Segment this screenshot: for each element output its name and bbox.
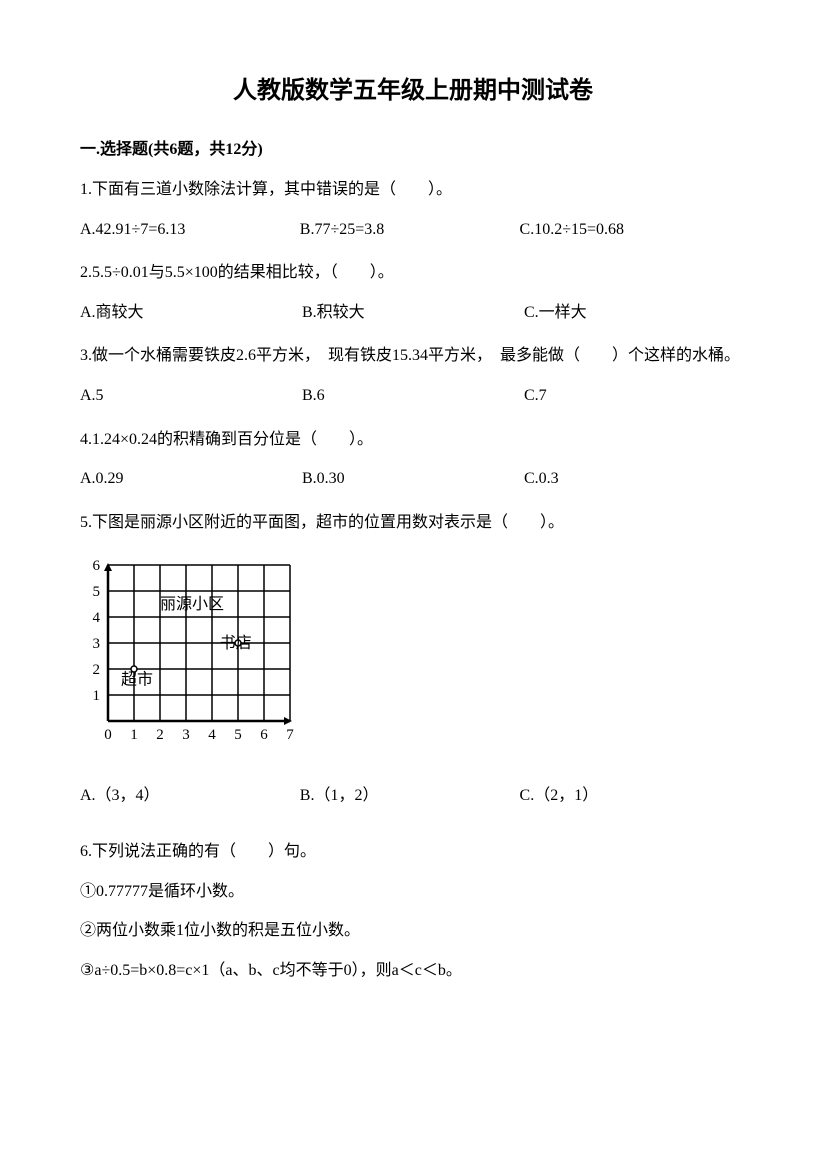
grid-diagram: 6 5 4 3 2 1 0 1 2 3 4 5 6 7 丽源小区书店超市 [80, 553, 746, 753]
svg-text:书店: 书店 [220, 634, 252, 652]
svg-text:3: 3 [182, 727, 190, 743]
q4-opt-b: B.0.30 [302, 466, 524, 492]
q6-s1: ①0.77777是循环小数。 [80, 879, 746, 905]
q1-opt-c: C.10.2÷15=0.68 [520, 217, 740, 243]
q5-opt-b: B.（1，2） [300, 783, 520, 809]
svg-text:丽源小区: 丽源小区 [160, 595, 224, 613]
q4-text: 4.1.24×0.24的积精确到百分位是（ ）。 [80, 427, 746, 453]
q2-text: 2.5.5÷0.01与5.5×100的结果相比较，（ ）。 [80, 260, 746, 286]
q2-opt-b: B.积较大 [302, 300, 524, 326]
question-3: 3.做一个水桶需要铁皮2.6平方米， 现有铁皮15.34平方米， 最多能做（ ）… [80, 343, 746, 408]
q1-options: A.42.91÷7=6.13 B.77÷25=3.8 C.10.2÷15=0.6… [80, 217, 746, 243]
svg-text:4: 4 [93, 610, 101, 626]
svg-text:2: 2 [156, 727, 164, 743]
q3-text: 3.做一个水桶需要铁皮2.6平方米， 现有铁皮15.34平方米， 最多能做（ ）… [80, 343, 746, 369]
question-2: 2.5.5÷0.01与5.5×100的结果相比较，（ ）。 A.商较大 B.积较… [80, 260, 746, 325]
q3-options: A.5 B.6 C.7 [80, 383, 746, 409]
question-6: 6.下列说法正确的有（ ）句。 ①0.77777是循环小数。 ②两位小数乘1位小… [80, 839, 746, 983]
svg-text:6: 6 [93, 558, 101, 574]
q5-opt-a: A.（3，4） [80, 783, 300, 809]
q2-options: A.商较大 B.积较大 C.一样大 [80, 300, 746, 326]
svg-text:7: 7 [286, 727, 294, 743]
svg-text:6: 6 [260, 727, 268, 743]
q6-s3: ③a÷0.5=b×0.8=c×1（a、b、c均不等于0），则a＜c＜b。 [80, 958, 746, 984]
svg-text:超市: 超市 [121, 671, 153, 689]
q2-opt-c: C.一样大 [524, 300, 746, 326]
svg-text:1: 1 [130, 727, 138, 743]
page-title: 人教版数学五年级上册期中测试卷 [80, 70, 746, 105]
q4-opt-c: C.0.3 [524, 466, 746, 492]
svg-text:3: 3 [93, 636, 101, 652]
coordinate-grid-svg: 6 5 4 3 2 1 0 1 2 3 4 5 6 7 丽源小区书店超市 [80, 553, 310, 753]
question-5: 5.下图是丽源小区附近的平面图，超市的位置用数对表示是（ ）。 6 5 4 3 2 1 0 1… [80, 510, 746, 809]
section-header: 一.选择题(共6题，共12分) [80, 135, 746, 159]
q3-opt-c: C.7 [524, 383, 746, 409]
q6-s2: ②两位小数乘1位小数的积是五位小数。 [80, 918, 746, 944]
q4-opt-a: A.0.29 [80, 466, 302, 492]
svg-text:1: 1 [93, 688, 101, 704]
svg-text:0: 0 [104, 727, 112, 743]
q1-opt-b: B.77÷25=3.8 [300, 217, 520, 243]
question-4: 4.1.24×0.24的积精确到百分位是（ ）。 A.0.29 B.0.30 C… [80, 427, 746, 492]
q1-opt-a: A.42.91÷7=6.13 [80, 217, 300, 243]
q2-opt-a: A.商较大 [80, 300, 302, 326]
q5-opt-c: C.（2，1） [520, 783, 740, 809]
svg-text:2: 2 [93, 662, 101, 678]
q5-options: A.（3，4） B.（1，2） C.（2，1） [80, 783, 746, 809]
q3-opt-b: B.6 [302, 383, 524, 409]
q1-text: 1.下面有三道小数除法计算，其中错误的是（ ）。 [80, 177, 746, 203]
q5-text: 5.下图是丽源小区附近的平面图，超市的位置用数对表示是（ ）。 [80, 510, 746, 536]
q6-text: 6.下列说法正确的有（ ）句。 [80, 839, 746, 865]
q4-options: A.0.29 B.0.30 C.0.3 [80, 466, 746, 492]
svg-text:4: 4 [208, 727, 216, 743]
svg-text:5: 5 [93, 584, 101, 600]
question-1: 1.下面有三道小数除法计算，其中错误的是（ ）。 A.42.91÷7=6.13 … [80, 177, 746, 242]
q3-opt-a: A.5 [80, 383, 302, 409]
svg-text:5: 5 [234, 727, 242, 743]
